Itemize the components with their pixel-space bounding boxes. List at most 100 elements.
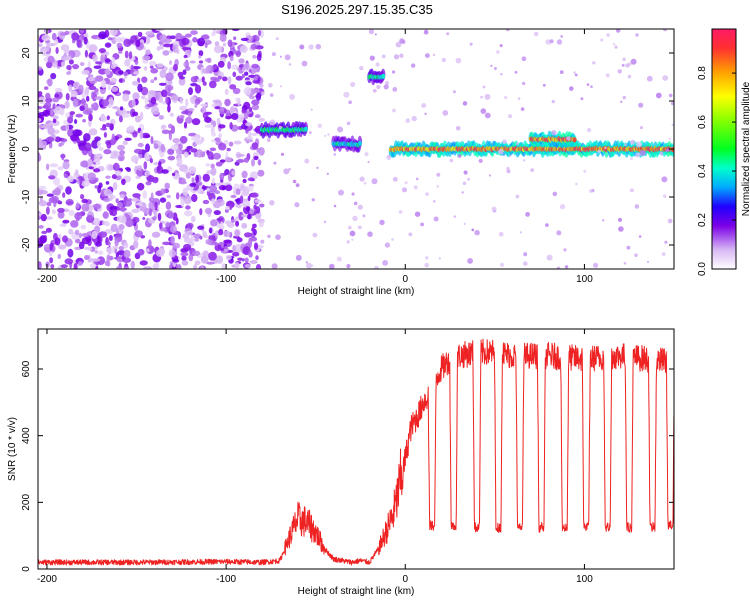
spectrogram-cell <box>54 93 60 99</box>
spectrogram-cell <box>139 260 148 266</box>
spectrogram-cell <box>231 64 239 70</box>
spectrogram-cell <box>116 175 122 181</box>
spectrogram-cell <box>105 181 110 185</box>
spectrogram-cell <box>218 142 227 151</box>
spectrogram-cell <box>229 55 234 62</box>
spectrogram-cell <box>333 204 337 208</box>
spectrogram-cell <box>635 33 639 37</box>
spectrogram-cell <box>88 113 93 122</box>
spectrogram-cell <box>49 109 54 116</box>
spectrogram-cell <box>97 256 105 265</box>
spectrogram-cell <box>194 98 201 105</box>
spectrogram-cell <box>53 177 61 186</box>
spectrogram-cell <box>198 55 202 59</box>
spectrogram-cell <box>38 124 44 129</box>
spectrogram-cell <box>508 154 511 157</box>
spectrogram-cell <box>243 86 252 96</box>
spectrogram-cell <box>224 88 229 95</box>
spectrogram-cell <box>172 43 179 53</box>
spectrogram-cell <box>442 110 449 116</box>
spectrogram-cell <box>556 39 563 45</box>
spectrogram-cell <box>103 149 112 155</box>
spectrogram-cell <box>668 93 673 98</box>
spectrogram-cell <box>47 55 55 64</box>
spectrogram-cell <box>670 101 674 106</box>
spectrogram-cell <box>75 169 79 176</box>
spectrogram-cell <box>392 108 396 113</box>
spectrogram-cell <box>132 92 140 101</box>
spectrogram-cell <box>230 194 237 199</box>
spectrogram-cell <box>215 255 224 264</box>
spectrogram-cell <box>461 191 464 194</box>
spectrogram-cell <box>111 174 117 180</box>
spectrogram-cell <box>44 102 52 109</box>
spectrogram-cell <box>183 151 189 158</box>
spectrogram-cell <box>241 258 245 262</box>
spectrogram-cell <box>202 250 209 257</box>
spectrogram-cell <box>112 106 119 110</box>
spectrogram-ytick-label: -10 <box>21 189 32 204</box>
spectrogram-cell <box>308 44 314 50</box>
spectrogram-cell <box>57 207 65 213</box>
spectrogram-cell <box>266 138 271 142</box>
spectrogram-cell <box>233 187 237 196</box>
spectrogram-cell <box>223 108 227 114</box>
spectrogram-cell <box>175 217 179 225</box>
spectrogram-cell <box>229 84 237 90</box>
spectrogram-cell <box>190 233 195 242</box>
spectrogram-cell <box>463 222 466 226</box>
spectrogram-cell <box>159 82 167 86</box>
spectrogram-cell <box>178 76 186 80</box>
spectrogram-cell <box>661 176 668 183</box>
spectrogram-cell <box>546 254 553 261</box>
spectrogram-cell <box>436 185 440 188</box>
spectrogram-cell <box>405 118 411 123</box>
spectrogram-cell <box>186 145 193 150</box>
spectrogram-cell <box>661 252 666 256</box>
spectrogram-cell <box>253 204 257 210</box>
spectrogram-cell <box>235 97 240 103</box>
spectrogram-cell <box>116 42 123 49</box>
spectrogram-cell <box>110 155 115 159</box>
spectrogram-cell <box>59 223 67 227</box>
spectrogram-cell <box>351 192 355 196</box>
spectrogram-cell <box>117 201 123 208</box>
spectrogram-cell <box>64 258 74 265</box>
spectrogram-cell <box>105 175 111 179</box>
spectrogram-cell <box>573 71 577 75</box>
spectrogram-cell <box>202 173 210 182</box>
spectrogram-cell <box>374 33 377 36</box>
spectrogram-cell <box>145 31 155 36</box>
spectrogram-cell <box>155 249 165 257</box>
spectrogram-cell <box>346 240 350 244</box>
spectrogram-cell <box>153 76 158 81</box>
spectrogram-cell <box>165 96 169 104</box>
spectrogram-cell <box>104 42 112 48</box>
spectrogram-cell <box>362 214 366 218</box>
spectrogram-cell <box>411 63 416 68</box>
spectrogram-cell <box>441 57 446 63</box>
spectrogram-cell <box>367 161 370 164</box>
spectrogram-cell <box>251 63 259 69</box>
spectrogram-cell <box>182 187 189 196</box>
spectrogram-cell <box>143 66 148 71</box>
spectrogram-cell <box>70 134 79 141</box>
spectrogram-cell <box>221 186 226 191</box>
spectrogram-cell <box>124 50 129 59</box>
spectrogram-cell <box>214 106 221 110</box>
spectrogram-cell <box>148 201 155 211</box>
spectrogram-cell <box>323 220 327 224</box>
spectrogram-cell <box>80 160 90 168</box>
spectrogram-cell <box>181 110 189 115</box>
spectrogram-cell <box>294 202 300 208</box>
spectrogram-cell <box>196 149 203 158</box>
spectrogram-cell <box>338 189 344 196</box>
spectrogram-cell <box>156 46 161 51</box>
spectrogram-cell <box>100 127 108 131</box>
spectrogram-cell <box>218 132 222 140</box>
spectrogram-cell <box>242 178 247 184</box>
spectrogram-cell <box>87 172 97 181</box>
spectrogram-cell <box>94 225 101 233</box>
spectrogram-cell <box>94 136 101 142</box>
spectrogram-cell <box>138 153 143 159</box>
